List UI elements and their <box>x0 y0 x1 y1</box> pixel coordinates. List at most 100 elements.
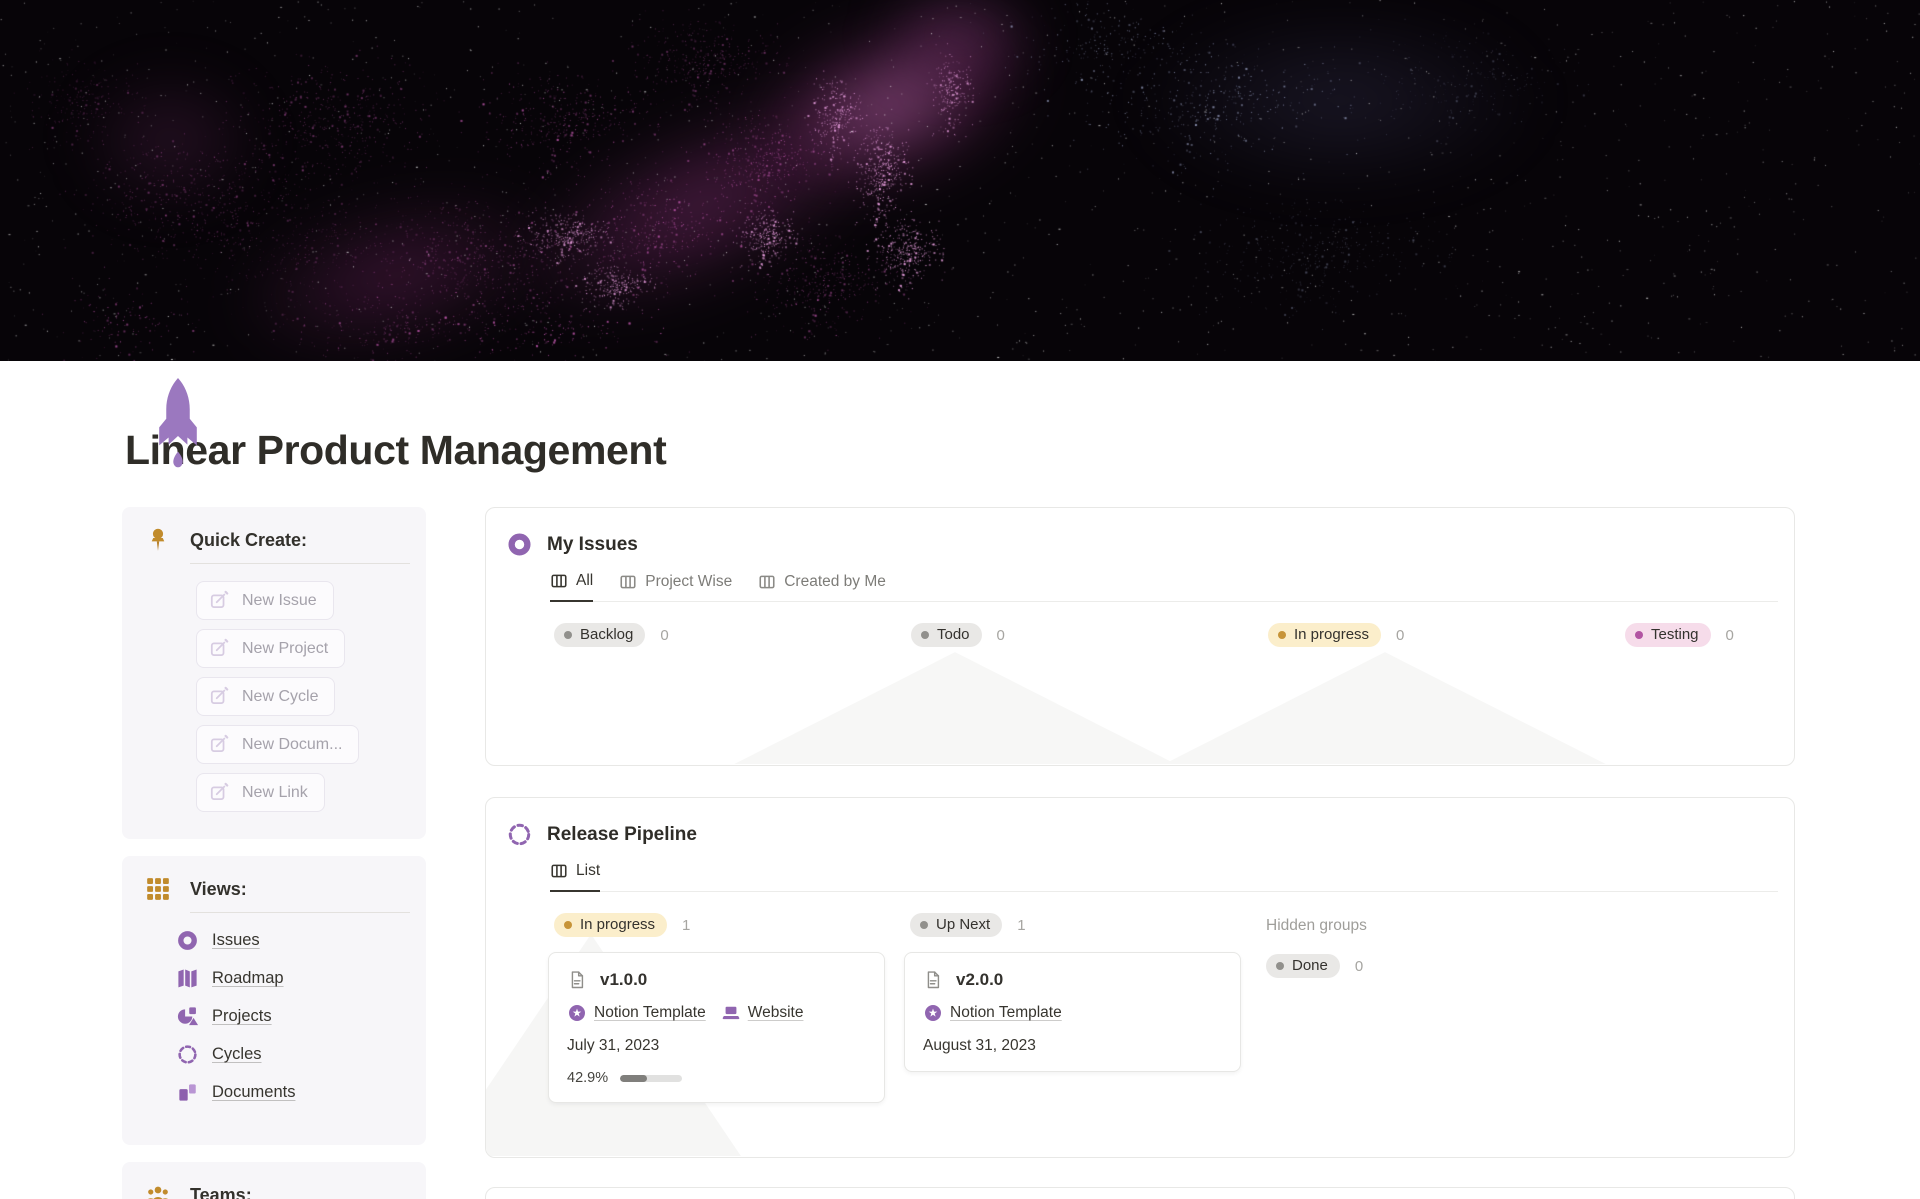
grid-icon <box>145 876 171 902</box>
database-title: Release Pipeline <box>547 823 697 845</box>
tab-label: List <box>576 862 601 880</box>
status-dot <box>921 630 929 639</box>
board-column-hidden: Hidden groups Done 0 <box>1266 913 1622 1103</box>
my-issues-card: My Issues All Pro <box>485 507 1795 767</box>
issues-donut-icon <box>506 531 533 558</box>
projects-icon <box>176 1005 199 1028</box>
status-badge[interactable]: Done <box>1266 954 1340 979</box>
sidebar: Quick Create: <box>122 507 426 1199</box>
view-tabs: List <box>550 862 1778 893</box>
progress-bar <box>620 1074 683 1082</box>
sidebar-item-projects[interactable]: Projects <box>176 1005 410 1028</box>
status-dot <box>920 920 928 929</box>
sidebar-item-label: Documents <box>212 1083 296 1102</box>
page-title: Linear Product Management <box>125 427 667 473</box>
sidebar-item-roadmap[interactable]: Roadmap <box>176 967 410 990</box>
tab-created-by-me[interactable]: Created by Me <box>758 572 886 601</box>
compose-icon <box>209 590 230 611</box>
divider <box>190 563 410 565</box>
status-dot <box>1635 630 1643 639</box>
page-doc-icon <box>567 970 587 990</box>
sidebar-item-issues[interactable]: Issues <box>176 929 410 952</box>
website-link[interactable]: Website <box>721 1003 804 1023</box>
sidebar-item-label: Issues <box>212 931 260 950</box>
status-label: Done <box>1292 957 1328 975</box>
decorative-triangle <box>734 652 1176 765</box>
quick-create-button[interactable]: New Cycle <box>196 677 336 717</box>
sidebar-item-documents[interactable]: Documents <box>176 1081 410 1104</box>
sidebar-item-label: Projects <box>212 1007 272 1026</box>
view-tabs: All Project Wise Created b <box>550 572 1778 603</box>
release-card-title: v1.0.0 <box>600 970 648 990</box>
board-group: In progress 0 <box>1268 623 1625 648</box>
status-badge[interactable]: Testing <box>1625 623 1711 648</box>
status-label: Backlog <box>580 626 634 644</box>
board-view-icon <box>758 573 776 591</box>
divider <box>190 912 410 914</box>
sidebar-item-cycles[interactable]: Cycles <box>176 1043 410 1066</box>
hidden-groups-toggle[interactable]: Hidden groups <box>1266 917 1367 935</box>
cycles-dashed-icon <box>506 821 533 848</box>
next-section-card-partial <box>485 1187 1795 1199</box>
quick-create-button[interactable]: New Project <box>196 629 346 669</box>
status-badge[interactable]: Up Next <box>910 913 1003 938</box>
status-badge[interactable]: In progress <box>1268 623 1382 648</box>
release-pipeline-card: Release Pipeline List <box>485 797 1795 1159</box>
tab-label: Created by Me <box>784 572 886 590</box>
board-column-up-next: Up Next 1 <box>904 913 1266 1103</box>
board-groups: Backlog 0 Todo 0 <box>554 623 1794 648</box>
link-label: Notion Template <box>950 1004 1062 1022</box>
compose-icon <box>209 638 230 659</box>
views-section: Views: Issues <box>122 856 426 1146</box>
progress-bar-fill <box>620 1074 647 1082</box>
status-badge[interactable]: Backlog <box>554 623 646 648</box>
tab-label: Project Wise <box>645 572 733 590</box>
quick-create-button[interactable]: New Docum... <box>196 725 360 765</box>
status-dot <box>564 920 572 929</box>
release-date: July 31, 2023 <box>567 1037 660 1055</box>
quick-create-button-label: New Link <box>242 783 308 801</box>
board-view-icon <box>550 572 568 590</box>
status-dot <box>564 630 572 639</box>
quick-create-button-label: New Docum... <box>242 735 343 753</box>
documents-icon <box>176 1081 199 1104</box>
board-group: Testing 0 <box>1625 623 1794 648</box>
tab-project-wise[interactable]: Project Wise <box>619 572 732 601</box>
starfield-canvas <box>0 0 1920 361</box>
status-dot <box>1276 961 1284 970</box>
quick-create-section: Quick Create: <box>122 507 426 840</box>
board-view-icon <box>619 573 637 591</box>
compose-icon <box>209 686 230 707</box>
release-card-v1[interactable]: v1.0.0 Notion Template <box>548 952 885 1104</box>
group-count: 0 <box>1396 626 1405 644</box>
board-view-icon <box>550 862 568 880</box>
quick-create-button[interactable]: New Issue <box>196 581 334 621</box>
status-badge[interactable]: In progress <box>554 913 668 938</box>
people-icon <box>145 1182 171 1199</box>
tab-list[interactable]: List <box>550 862 601 893</box>
sidebar-item-label: Cycles <box>212 1045 262 1064</box>
notion-template-link[interactable]: Notion Template <box>923 1003 1062 1023</box>
page-icon-rocket-icon[interactable] <box>150 378 206 472</box>
page-doc-icon <box>923 970 943 990</box>
group-count: 0 <box>660 626 669 644</box>
issues-donut-icon <box>176 929 199 952</box>
tab-all[interactable]: All <box>550 572 594 603</box>
roadmap-icon <box>176 967 199 990</box>
release-card-title: v2.0.0 <box>956 970 1004 990</box>
group-count: 0 <box>996 626 1005 644</box>
link-label: Website <box>747 1004 804 1022</box>
views-heading: Views: <box>190 878 247 899</box>
release-board: In progress 1 <box>548 913 1794 1104</box>
link-label: Notion Template <box>594 1004 706 1022</box>
quick-create-button[interactable]: New Link <box>196 773 325 813</box>
group-count: 0 <box>1354 957 1364 975</box>
status-dot <box>1278 630 1286 639</box>
status-badge[interactable]: Todo <box>911 623 982 648</box>
status-label: Up Next <box>936 916 991 934</box>
notion-template-link[interactable]: Notion Template <box>567 1003 706 1023</box>
release-card-v2[interactable]: v2.0.0 Notion Template <box>904 952 1241 1073</box>
notion-star-icon <box>923 1003 943 1023</box>
board-group: Backlog 0 <box>554 623 911 648</box>
